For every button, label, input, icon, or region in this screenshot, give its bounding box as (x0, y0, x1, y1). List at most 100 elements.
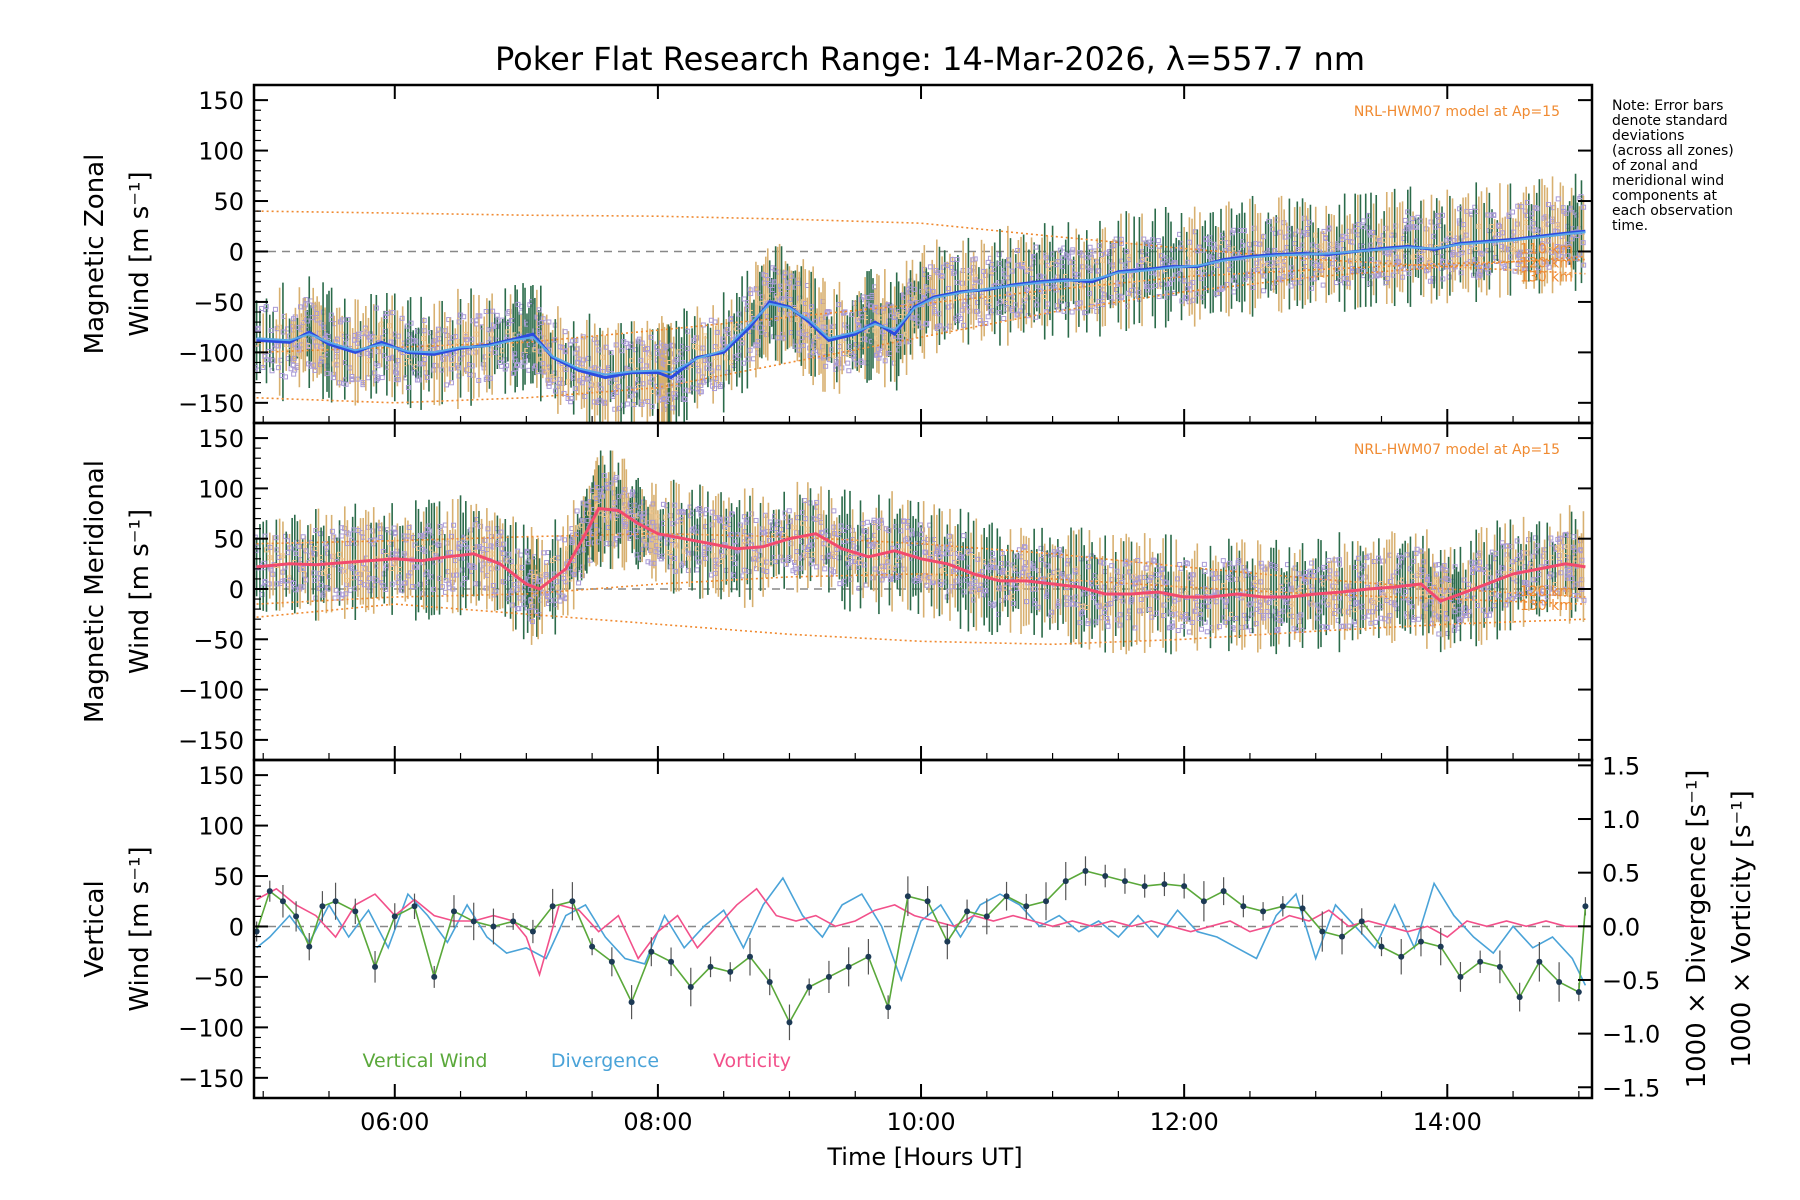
zone-point (1361, 563, 1367, 569)
zone-point (594, 340, 600, 346)
zone-point (1485, 212, 1491, 218)
zone-point (570, 338, 576, 344)
zone-point (561, 390, 567, 396)
zone-point (370, 528, 376, 534)
zone-point (516, 606, 522, 612)
zone-point (428, 574, 434, 580)
note-line: each observation (1612, 203, 1733, 219)
zone-point (634, 552, 640, 558)
zone-point (1564, 575, 1570, 581)
zone-point (1216, 624, 1222, 630)
zone-point (1231, 227, 1237, 233)
zone-point (1463, 606, 1469, 612)
zone-point (1456, 607, 1462, 613)
zone-point (1267, 613, 1273, 619)
zone-point (954, 257, 960, 263)
zone-point (1461, 577, 1467, 583)
zone-point (259, 591, 265, 597)
zone-point (850, 353, 856, 359)
zone-point (393, 551, 399, 557)
zone-point (451, 522, 457, 528)
zone-point (1476, 566, 1482, 572)
zone-point (731, 539, 737, 545)
zone-point (333, 587, 339, 593)
zone-point (1554, 244, 1560, 250)
zone-point (704, 365, 710, 371)
zone-point (1043, 309, 1049, 315)
zone-point (1186, 239, 1192, 245)
zone-point (546, 319, 552, 325)
zone-point (1487, 575, 1493, 581)
zone-point (1298, 612, 1304, 618)
zone-point (653, 549, 659, 555)
zone-point (1085, 618, 1091, 624)
zone-point (1126, 560, 1132, 566)
zone-point (930, 580, 936, 586)
zone-point (1119, 580, 1125, 586)
zone-point (1064, 253, 1070, 259)
zone-point (1009, 268, 1015, 274)
zone-point (959, 307, 965, 313)
zone-point (1529, 211, 1535, 217)
zone-point (1212, 247, 1218, 253)
zone-point (574, 346, 580, 352)
zone-point (311, 570, 317, 576)
plot-area (254, 173, 1592, 423)
zone-point (1315, 243, 1321, 249)
note-line: (across all zones) (1612, 143, 1734, 159)
zone-point (1280, 608, 1286, 614)
zone-point (391, 560, 397, 566)
zone-point (833, 366, 839, 372)
zone-point (310, 362, 316, 368)
zone-point (318, 358, 324, 364)
zone-point (660, 501, 666, 507)
zone-point (1332, 557, 1338, 563)
zone-point (814, 499, 820, 505)
zone-point (786, 554, 792, 560)
zone-point (846, 368, 852, 374)
zone-point (1183, 616, 1189, 622)
zone-point (1336, 608, 1342, 614)
zone-point (1206, 603, 1212, 609)
zone-point (1001, 271, 1007, 277)
zone-point (1058, 552, 1064, 558)
zone-point (1540, 241, 1546, 247)
zone-point (493, 589, 499, 595)
zone-point (1514, 538, 1520, 544)
zone-point (731, 573, 737, 579)
zone-point (842, 309, 848, 315)
zone-point (334, 347, 340, 353)
zone-point (925, 287, 931, 293)
zone-point (1211, 241, 1217, 247)
zone-point (540, 361, 546, 367)
zone-point (524, 548, 530, 554)
zone-point (1418, 256, 1424, 262)
zone-point (1077, 300, 1083, 306)
zone-point (1466, 609, 1472, 615)
zone-point (286, 356, 292, 362)
zone-point (761, 280, 767, 286)
note-line: deviations (1612, 128, 1684, 144)
zone-point (380, 548, 386, 554)
zone-point (628, 509, 634, 515)
zone-point (1406, 270, 1412, 276)
zone-point (406, 524, 412, 530)
zone-point (1038, 545, 1044, 551)
zone-point (1569, 576, 1575, 582)
zone-point (556, 535, 562, 541)
zone-point (977, 279, 983, 285)
zone-point (901, 294, 907, 300)
zone-point (1043, 255, 1049, 261)
zone-point (864, 519, 870, 525)
zone-point (476, 377, 482, 383)
zone-point (1250, 284, 1256, 290)
zone-point (573, 337, 579, 343)
zone-point (279, 372, 285, 378)
zone-point (729, 511, 735, 517)
zone-point (655, 390, 661, 396)
zone-point (949, 303, 955, 309)
zone-point (1288, 283, 1294, 289)
zone-point (301, 565, 307, 571)
zone-point (270, 358, 276, 364)
